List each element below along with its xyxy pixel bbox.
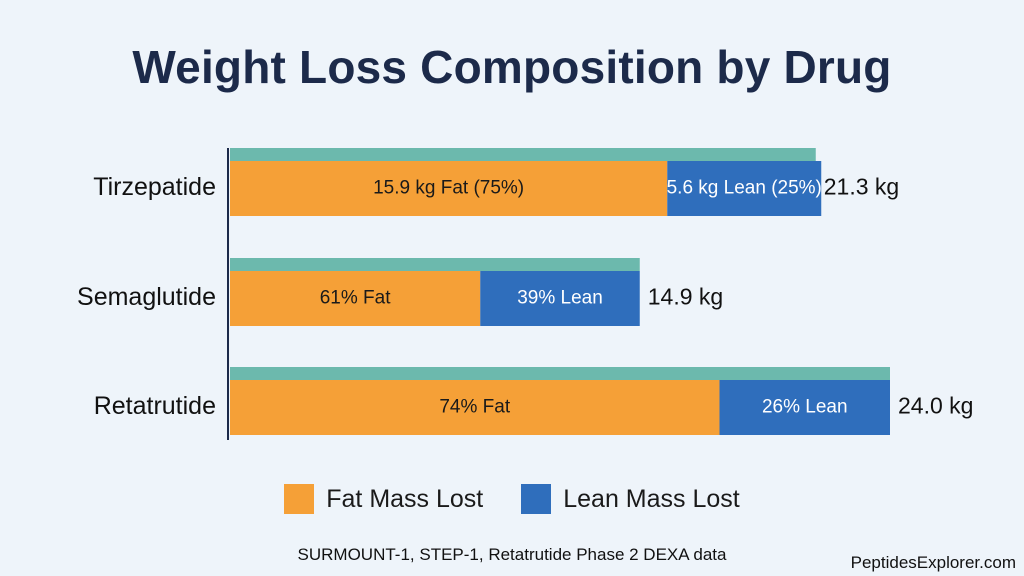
category-label: Semaglutide (77, 283, 216, 311)
legend-label-lean: Lean Mass Lost (563, 484, 740, 513)
chart-title: Weight Loss Composition by Drug (132, 41, 892, 93)
bar-lean-label: 26% Lean (762, 397, 848, 418)
bar-top-stripe (230, 148, 816, 161)
bar-fat-label: 61% Fat (320, 288, 391, 309)
bar-lean-label: 39% Lean (517, 288, 603, 309)
legend-item-lean: Lean Mass Lost (521, 484, 740, 514)
source-note: SURMOUNT-1, STEP-1, Retatrutide Phase 2 … (297, 545, 727, 564)
brand-watermark: PeptidesExplorer.com (850, 553, 1016, 572)
bar-lean-segment (667, 161, 822, 216)
bar-top-stripe (230, 367, 890, 380)
bar-fat-label: 15.9 kg Fat (75%) (373, 178, 524, 199)
legend-swatch-lean (521, 484, 552, 514)
bar-total-label: 21.3 kg (824, 174, 899, 200)
bar-total-label: 14.9 kg (648, 284, 723, 310)
bar-fat-label: 74% Fat (439, 397, 510, 418)
bar-fat-segment (230, 380, 720, 435)
legend-swatch-fat (284, 484, 315, 514)
bar-total-label: 24.0 kg (898, 393, 973, 419)
bar-fat-segment (230, 161, 668, 216)
legend-label-fat: Fat Mass Lost (326, 484, 484, 513)
chart-legend: Fat Mass Lost Lean Mass Lost (0, 484, 1024, 514)
bar-fat-segment (230, 271, 481, 326)
category-label: Retatrutide (94, 392, 216, 420)
bar-top-stripe (230, 258, 640, 271)
bar-lean-segment (480, 271, 640, 326)
category-label: Tirzepatide (93, 173, 216, 201)
legend-item-fat: Fat Mass Lost (284, 484, 483, 514)
stacked-bar-chart: Tirzepatide 15.9 kg Fat (75%) 5.6 kg Lean … (77, 148, 973, 440)
bar-lean-segment (719, 380, 890, 435)
bar-lean-label: 5.6 kg Lean (25%) (667, 178, 822, 199)
